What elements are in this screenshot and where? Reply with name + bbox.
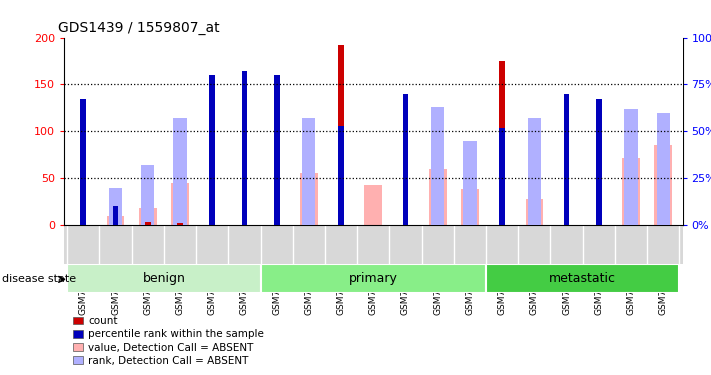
Bar — [173, 118, 186, 225]
Bar — [209, 75, 215, 225]
Bar — [68, 264, 260, 292]
Bar — [112, 206, 119, 225]
Bar — [242, 71, 247, 225]
Bar — [624, 109, 638, 225]
Bar — [431, 107, 444, 225]
Bar — [274, 136, 279, 225]
Bar — [141, 165, 154, 225]
Bar — [402, 146, 408, 225]
Text: metastatic: metastatic — [549, 272, 616, 285]
Bar — [338, 45, 344, 225]
Bar — [80, 99, 86, 225]
Bar — [109, 188, 122, 225]
Bar — [464, 141, 476, 225]
Bar — [145, 222, 151, 225]
Legend: count, percentile rank within the sample, value, Detection Call = ABSENT, rank, : count, percentile rank within the sample… — [69, 312, 268, 370]
Bar — [260, 264, 486, 292]
Bar — [171, 183, 189, 225]
Bar — [499, 61, 505, 225]
Bar — [525, 199, 543, 225]
Bar — [402, 94, 408, 225]
Bar — [338, 126, 344, 225]
Bar — [139, 208, 156, 225]
Text: benign: benign — [142, 272, 186, 285]
Bar — [177, 223, 183, 225]
Text: disease state: disease state — [2, 274, 76, 284]
Bar — [486, 264, 679, 292]
Bar — [365, 185, 382, 225]
Bar — [461, 189, 479, 225]
Bar — [622, 158, 640, 225]
Text: GDS1439 / 1559807_at: GDS1439 / 1559807_at — [58, 21, 220, 35]
Bar — [209, 150, 215, 225]
Bar — [564, 94, 570, 225]
Bar — [107, 216, 124, 225]
Bar — [596, 99, 602, 225]
Bar — [656, 112, 670, 225]
Bar — [564, 142, 570, 225]
Bar — [112, 216, 119, 225]
Bar — [528, 118, 541, 225]
Bar — [242, 136, 247, 225]
Bar — [300, 173, 318, 225]
Bar — [499, 128, 505, 225]
Bar — [429, 169, 447, 225]
Bar — [302, 118, 316, 225]
Bar — [654, 146, 672, 225]
Bar — [274, 75, 279, 225]
Text: primary: primary — [349, 272, 397, 285]
Bar — [80, 161, 86, 225]
